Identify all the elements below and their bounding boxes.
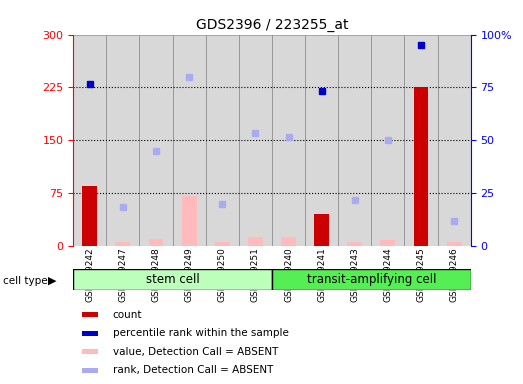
Bar [305, 35, 338, 246]
Bar [314, 214, 329, 246]
Bar [281, 237, 296, 246]
Text: stem cell: stem cell [146, 273, 199, 286]
Bar [149, 239, 164, 246]
Bar [371, 35, 404, 246]
Bar [248, 237, 263, 246]
Text: rank, Detection Call = ABSENT: rank, Detection Call = ABSENT [113, 366, 273, 376]
Bar [106, 35, 140, 246]
Bar [140, 35, 173, 246]
Bar [347, 242, 362, 246]
Bar [82, 186, 97, 246]
Bar [206, 35, 239, 246]
Bar [181, 197, 197, 246]
Bar [338, 35, 371, 246]
Text: cell type: cell type [3, 276, 47, 286]
Bar [215, 242, 230, 246]
Bar [73, 35, 106, 246]
Bar [438, 35, 471, 246]
Bar [272, 269, 471, 290]
Text: percentile rank within the sample: percentile rank within the sample [113, 328, 289, 338]
Text: count: count [113, 310, 142, 320]
Bar [447, 242, 462, 246]
Text: value, Detection Call = ABSENT: value, Detection Call = ABSENT [113, 347, 278, 357]
Bar [82, 312, 98, 317]
Text: ▶: ▶ [48, 276, 56, 286]
Title: GDS2396 / 223255_at: GDS2396 / 223255_at [196, 18, 348, 32]
Bar [82, 368, 98, 373]
Bar [82, 349, 98, 354]
Bar [272, 35, 305, 246]
Bar [73, 269, 272, 290]
Bar [414, 88, 428, 246]
Bar [116, 242, 130, 246]
Bar [380, 240, 395, 246]
Bar [404, 35, 438, 246]
Bar [82, 331, 98, 336]
Bar [239, 35, 272, 246]
Bar [173, 35, 206, 246]
Text: transit-amplifying cell: transit-amplifying cell [306, 273, 436, 286]
